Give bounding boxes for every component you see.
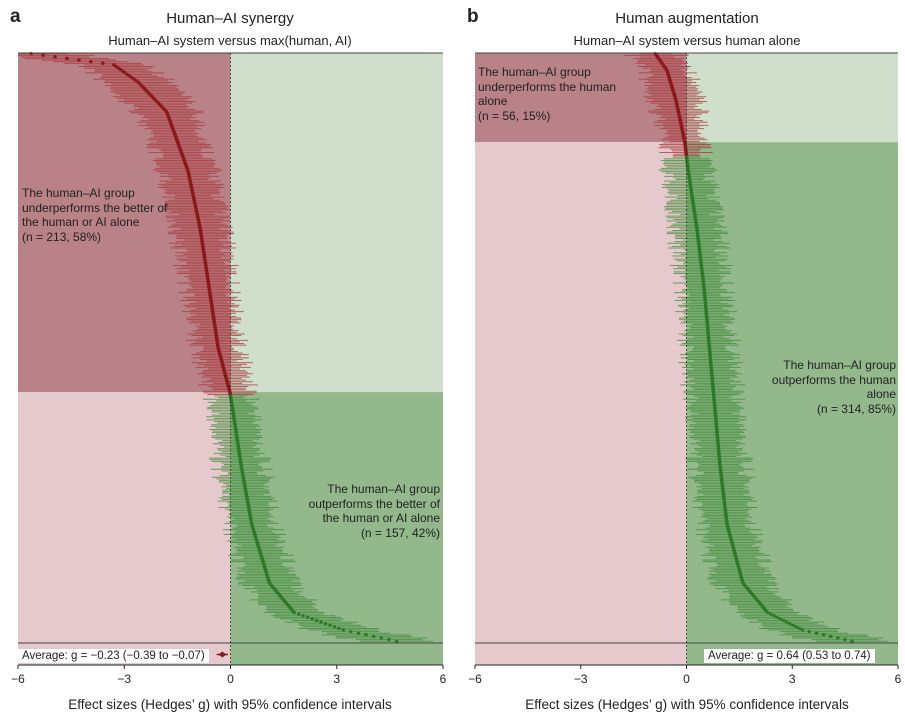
panel-b-effect-point: [850, 639, 854, 644]
panel-b-effect-point: [843, 637, 847, 642]
panel-a-effect-point: [348, 629, 353, 634]
panel-a-effect-point: [305, 615, 310, 620]
panel-a-note-underperform: The human–AI group underperforms the bet…: [22, 186, 182, 244]
panel-b-note-underperform-text: The human–AI group underperforms the hum…: [478, 65, 617, 108]
panel-a-region-neg-bottom: [18, 392, 231, 665]
panel-a-effect-point: [387, 637, 391, 642]
panel-b-effect-point: [828, 634, 833, 639]
panel-b-effect-point: [775, 615, 779, 620]
panel-a-letter: a: [10, 6, 21, 27]
panel-a-effect-point: [328, 623, 332, 628]
panel-b-average: Average: g = 0.64 (0.53 to 0.74): [704, 649, 875, 663]
panel-a-subtitle: Human–AI system versus max(human, AI): [108, 33, 352, 48]
panel-b-note-underperform-stats: (n = 56, 15%): [478, 108, 551, 123]
panel-a-effect-point: [319, 620, 323, 624]
panel-a-note-outperform-text: The human–AI group outperforms the bette…: [308, 482, 440, 525]
panel-b-note-underperform: The human–AI group underperforms the hum…: [478, 65, 618, 123]
panel-b-effect-point: [821, 633, 826, 637]
panel-b-effect-point: [797, 626, 802, 631]
panel-a-region-pos-top: [230, 53, 443, 393]
panel-a-x-tick-label: −6: [11, 672, 25, 686]
panel-a-effect-point: [77, 58, 81, 62]
panel-a-effect-point: [356, 631, 361, 636]
panel-b-effect-point: [807, 629, 812, 634]
panel-a-effect-point: [337, 626, 341, 631]
panel-b-note-outperform-stats: (n = 314, 85%): [816, 401, 896, 416]
panel-a-effect-point: [101, 61, 105, 66]
panel-b-note-outperform: The human–AI group outperforms the human…: [762, 358, 896, 416]
panel-b-x-tick-label: 3: [789, 672, 796, 686]
panel-b-effect-point: [772, 613, 776, 618]
panel-a-effect-point: [379, 636, 384, 640]
panel-a-effect-point: [292, 610, 297, 615]
panel-a-effect-point: [371, 634, 376, 639]
panel-a-effect-point: [332, 625, 337, 629]
panel-a-average-diamond: [218, 651, 227, 658]
panel-b-effect-point: [794, 625, 798, 629]
panel-a-effect-point: [394, 639, 399, 644]
panel-a-effect-point: [301, 613, 305, 618]
panel-b-effect-point: [788, 621, 792, 626]
panel-a-effect-point: [41, 53, 45, 58]
panel-b-x-tick-label: 6: [895, 672, 902, 686]
panel-a-effect-point: [65, 56, 69, 61]
panel-a-effect-point: [310, 617, 314, 621]
panel-b-region-neg-bottom: [475, 142, 687, 666]
panel-a-effect-point: [341, 628, 346, 632]
panel-b-effect-point: [784, 620, 789, 624]
panel-a-note-outperform: The human–AI group outperforms the bette…: [292, 482, 440, 540]
panel-b-effect-point: [765, 610, 770, 615]
panel-a-xlabel: Effect sizes (Hedges’ g) with 95% confid…: [68, 697, 392, 712]
panel-b-effect-point: [781, 618, 786, 623]
panel-b-x-tick-label: −3: [574, 672, 588, 686]
panel-a-note-underperform-text: The human–AI group underperforms the bet…: [22, 186, 168, 229]
panel-b-effect-point: [836, 636, 840, 640]
panel-b-title: Human augmentation: [615, 10, 759, 27]
panel-a-effect-point: [296, 612, 301, 616]
panel-a-title: Human–AI synergy: [166, 10, 294, 27]
panel-b-x-tick-label: 0: [683, 672, 690, 686]
panel-a-x-tick-label: −3: [117, 672, 131, 686]
panel-b-effect-point: [800, 628, 805, 632]
panel-b-region-pos-top: [686, 53, 898, 143]
panel-a-note-underperform-stats: (n = 213, 58%): [22, 229, 102, 244]
panel-b-effect-point: [768, 612, 773, 616]
panel-b-x-tick-label: −6: [468, 672, 482, 686]
panel-a-x-tick-label: 3: [333, 672, 340, 686]
panel-a-effect-point: [323, 621, 328, 626]
panel-a-effect-point: [89, 59, 93, 64]
panel-b-effect-point: [814, 631, 819, 636]
panel-b-subtitle: Human–AI system versus human alone: [573, 33, 801, 48]
panel-a-average: Average: g = −0.23 (−0.39 to −0.07): [18, 649, 209, 663]
panel-a-effect-point: [53, 55, 57, 59]
panel-b-note-outperform-text: The human–AI group outperforms the human…: [771, 358, 896, 401]
panel-b-effect-point: [791, 623, 795, 628]
panel-a-effect-point: [314, 618, 319, 623]
panel-b-letter: b: [467, 6, 479, 27]
panel-a-note-outperform-stats: (n = 157, 42%): [360, 525, 440, 540]
panel-a-x-tick-label: 0: [227, 672, 234, 686]
panel-b-effect-point: [778, 617, 783, 621]
panel-a-x-tick-label: 6: [440, 672, 447, 686]
panel-b-xlabel: Effect sizes (Hedges’ g) with 95% confid…: [525, 697, 849, 712]
panel-a-effect-point: [364, 633, 368, 637]
